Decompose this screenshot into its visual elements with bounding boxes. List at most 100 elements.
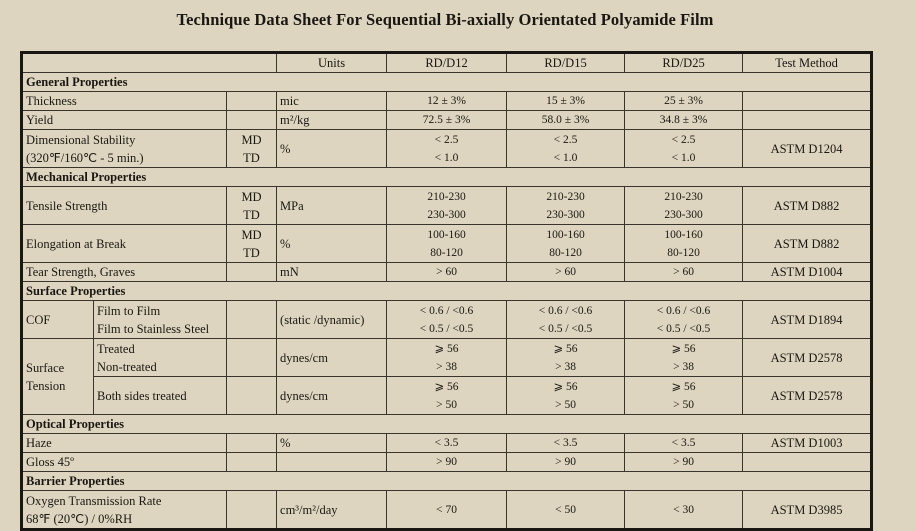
section-title: General Properties [20,72,873,92]
test-method: ASTM D1004 [742,262,873,282]
unit: % [276,129,388,168]
unit: dynes/cm [276,376,388,415]
header-blank [20,52,278,73]
value: ⩾ 56 > 38 [506,338,626,377]
section-row: Optical Properties [20,414,873,434]
test-method: ASTM D882 [742,224,873,263]
value: 58.0 ± 3% [506,110,626,130]
unit: m²/kg [276,110,388,130]
value: ⩾ 56 > 38 [386,338,508,377]
row-label: Haze [21,433,227,453]
value: > 60 [506,262,626,282]
value: ⩾ 56 > 38 [624,338,744,377]
unit: mN [276,262,388,282]
test-method: ASTM D1003 [742,433,873,453]
row-label: Gloss 45º [21,452,227,472]
value: < 3.5 [386,433,508,453]
table-row: COF Film to Film Film to Stainless Steel … [21,300,873,339]
value: ⩾ 56 > 50 [506,376,626,415]
value: 100-160 80-120 [386,224,508,263]
test-method: ASTM D2578 [742,376,873,415]
header-units: Units [276,52,388,73]
section-title: Optical Properties [20,414,873,434]
section-title: Surface Properties [20,281,873,301]
row-label: Dimensional Stability (320℉/160℃ - 5 min.… [21,129,227,168]
unit: (static /dynamic) [276,300,388,339]
value: 100-160 80-120 [506,224,626,263]
unit: MPa [276,186,388,225]
value: < 30 [624,490,744,530]
value: 12 ± 3% [386,91,508,111]
value: > 90 [386,452,508,472]
row-label: Surface Tension [21,338,94,415]
value: < 3.5 [506,433,626,453]
header-grade: RD/D15 [506,52,626,73]
page-title: Technique Data Sheet For Sequential Bi-a… [176,10,714,29]
value: < 0.6 / <0.6 < 0.5 / <0.5 [386,300,508,339]
table-row: Both sides treated dynes/cm ⩾ 56 > 50 ⩾ 5… [22,376,873,415]
header-row: Units RD/D12 RD/D15 RD/D25 Test Method [20,52,873,73]
value: < 0.6 / <0.6 < 0.5 / <0.5 [506,300,626,339]
table-row: Surface Tension Treated Non-treated dynes/… [21,338,873,415]
unit: cm³/m²/day [276,490,388,530]
direction: MD TD [225,129,278,168]
row-label: Thickness [21,91,227,111]
sub-label: Both sides treated [93,376,227,415]
value: < 2.5 < 1.0 [506,129,626,168]
value: > 60 [386,262,508,282]
table-row: Oxygen Transmission Rate 68℉ (20℃) / 0%RH… [21,490,873,530]
section-row: General Properties [20,72,873,92]
value: < 3.5 [624,433,744,453]
test-method: ASTM D882 [742,186,873,225]
unit: mic [276,91,388,111]
value: 210-230 230-300 [624,186,744,225]
header-test-method: Test Method [742,52,873,73]
value: 25 ± 3% [624,91,744,111]
table-row: Gloss 45º > 90 > 90 > 90 [21,452,873,472]
test-method: ASTM D1204 [742,129,873,168]
section-title: Barrier Properties [20,471,873,491]
sub-label: Film to Film Film to Stainless Steel [93,300,227,339]
table-row: Tensile Strength MD TD MPa 210-230 230-300… [21,186,873,225]
section-row: Barrier Properties [20,471,873,491]
data-sheet-table: Units RD/D12 RD/D15 RD/D25 Test Method G… [20,51,874,531]
value: ⩾ 56 > 50 [386,376,508,415]
unit: % [276,433,388,453]
row-label: Yield [21,110,227,130]
value: > 90 [506,452,626,472]
header-grade: RD/D25 [624,52,744,73]
value: 100-160 80-120 [624,224,744,263]
value: < 50 [506,490,626,530]
table-row: Tear Strength, Graves mN > 60 > 60 > 60 … [21,262,873,282]
unit: dynes/cm [276,338,388,377]
value: < 0.6 / <0.6 < 0.5 / <0.5 [624,300,744,339]
test-method: ASTM D3985 [742,490,873,530]
direction: MD TD [225,224,278,263]
value: > 60 [624,262,744,282]
value: > 90 [624,452,744,472]
section-row: Surface Properties [20,281,873,301]
section-row: Mechanical Properties [20,167,873,187]
value: < 2.5 < 1.0 [624,129,744,168]
value: < 2.5 < 1.0 [386,129,508,168]
table-row: Dimensional Stability (320℉/160℃ - 5 min.… [21,129,873,168]
value: 210-230 230-300 [506,186,626,225]
value: 34.8 ± 3% [624,110,744,130]
unit: % [276,224,388,263]
value: 72.5 ± 3% [386,110,508,130]
row-label: Oxygen Transmission Rate 68℉ (20℃) / 0%RH [21,490,227,530]
table-row: Thickness mic 12 ± 3% 15 ± 3% 25 ± 3% [21,91,873,111]
row-label: COF [21,300,94,339]
value: ⩾ 56 > 50 [624,376,744,415]
direction: MD TD [225,186,278,225]
value: 210-230 230-300 [386,186,508,225]
table-row: Yield m²/kg 72.5 ± 3% 58.0 ± 3% 34.8 ± 3… [21,110,873,130]
table-row: Haze % < 3.5 < 3.5 < 3.5 ASTM D1003 [21,433,873,453]
value: 15 ± 3% [506,91,626,111]
table-row: Elongation at Break MD TD % 100-160 80-120… [21,224,873,263]
sub-label: Treated Non-treated [93,338,227,377]
row-label: Tensile Strength [21,186,227,225]
row-label: Elongation at Break [21,224,227,263]
row-label: Tear Strength, Graves [21,262,227,282]
section-title: Mechanical Properties [20,167,873,187]
